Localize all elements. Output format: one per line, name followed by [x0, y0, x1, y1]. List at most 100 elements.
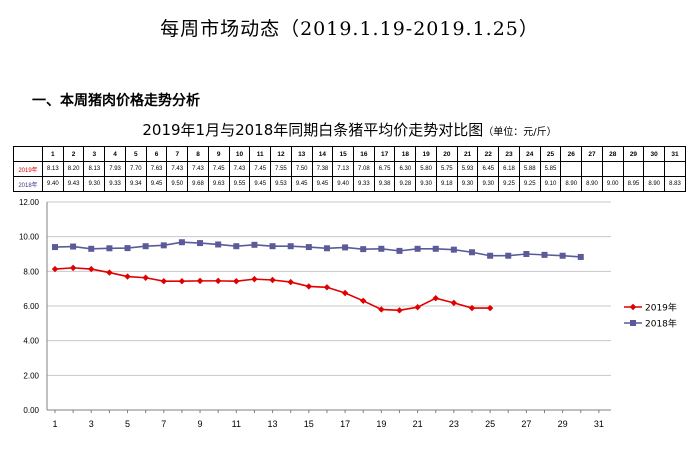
data-point-2018 — [305, 244, 312, 251]
x-tick-label: 3 — [89, 419, 94, 429]
data-point-2019 — [251, 275, 258, 283]
table-day-header: 2 — [62, 146, 85, 162]
y-tick-label: 6.00 — [23, 302, 39, 311]
data-point-2018 — [52, 244, 58, 251]
table-value-cell: 7.55 — [270, 161, 292, 177]
x-tick-label: 19 — [376, 419, 386, 429]
data-point-2019 — [88, 265, 95, 273]
table-day-header: 5 — [124, 146, 147, 162]
table-day-header: 23 — [498, 146, 520, 162]
data-point-2019 — [450, 299, 458, 307]
x-tick-label: 17 — [340, 419, 350, 429]
chart-title-text: 2019年1月与2018年同期白条猪平均价走势对比图 — [142, 121, 484, 139]
data-point-2018 — [106, 245, 113, 252]
y-tick-label: 0.00 — [23, 406, 39, 415]
table-value-cell — [664, 161, 686, 177]
data-point-2019 — [414, 304, 421, 311]
table-value-cell — [643, 161, 666, 177]
table-value-cell: 7.08 — [353, 161, 375, 177]
y-tick-label: 8.00 — [23, 267, 39, 276]
data-point-2019 — [69, 264, 77, 272]
table-day-header: 7 — [166, 146, 189, 162]
data-point-2018 — [342, 244, 349, 251]
data-point-2019 — [486, 304, 494, 312]
data-point-2019 — [341, 289, 349, 297]
table-day-header: 1 — [42, 146, 64, 162]
table-day-header: 13 — [290, 146, 313, 162]
document-title: 每周市场动态（2019.1.19-2019.1.25） — [160, 18, 539, 40]
table-day-header: 4 — [104, 146, 126, 162]
table-value-cell: 7.45 — [207, 161, 230, 177]
data-point-2019 — [269, 276, 276, 284]
table-value-cell: 8.95 — [622, 176, 645, 192]
table-value-cell: 8.13 — [42, 161, 64, 177]
table-value-cell — [581, 161, 603, 177]
table-value-cell: 8.13 — [83, 161, 106, 177]
data-point-2019 — [214, 277, 222, 285]
table-day-header: 16 — [353, 146, 375, 162]
table-day-header: 12 — [270, 146, 292, 162]
table-row-label: 2019年 — [13, 161, 43, 177]
y-tick-label: 12.00 — [19, 198, 40, 207]
x-tick-label: 15 — [304, 419, 314, 429]
table-value-cell — [622, 161, 645, 177]
data-point-2018 — [577, 253, 584, 260]
data-point-2018 — [269, 243, 276, 250]
data-point-2018 — [124, 245, 131, 252]
table-day-header: 10 — [228, 146, 251, 162]
chart-unit-note: （单位：元/斤） — [483, 127, 557, 138]
x-tick-label: 7 — [161, 419, 166, 429]
data-point-2019 — [396, 307, 403, 314]
table-value-cell: 5.88 — [518, 161, 541, 177]
table-row: 2018年 9.40 9.43 9.30 9.33 9.34 9.45 9.50 9.68 9.6… — [13, 176, 686, 192]
table-header-row: 1 2 3 4 5 6 7 8 9 10 11 12 13 14 15 16 17 18 19 20 21 22 23 24 2… — [13, 146, 686, 162]
table-day-header: 26 — [560, 146, 583, 162]
table-day-header: 29 — [622, 146, 645, 162]
data-point-2019 — [160, 278, 167, 285]
table-value-cell: 7.38 — [311, 161, 334, 177]
table-value-cell: 7.43 — [228, 161, 251, 177]
table-day-header: 27 — [581, 146, 603, 162]
table-value-cell: 7.43 — [166, 161, 189, 177]
data-point-2019 — [468, 304, 476, 312]
table-value-cell: 8.20 — [62, 161, 85, 177]
data-point-2018 — [160, 242, 167, 249]
data-point-2019 — [51, 265, 59, 273]
table-value-cell: 9.30 — [456, 176, 479, 192]
table-value-cell: 8.83 — [664, 176, 686, 192]
x-tick-label: 11 — [232, 419, 241, 429]
data-point-2018 — [378, 245, 385, 252]
legend-label: 2019年 — [645, 302, 677, 314]
table-day-header: 9 — [207, 146, 230, 162]
table-value-cell: 7.45 — [249, 161, 272, 177]
table-day-header: 30 — [643, 146, 666, 162]
table-day-header: 28 — [601, 146, 624, 162]
data-point-2018 — [70, 243, 77, 250]
table-value-cell: 7.13 — [332, 161, 355, 177]
data-point-2019 — [305, 283, 313, 290]
x-tick-label: 31 — [594, 419, 604, 429]
table-day-header: 6 — [145, 146, 168, 162]
table-day-header: 25 — [539, 146, 562, 162]
data-point-2018 — [323, 245, 330, 252]
data-point-2018 — [450, 246, 457, 253]
data-point-2019 — [233, 278, 240, 285]
data-point-2018 — [251, 241, 258, 248]
data-point-2018 — [215, 241, 222, 248]
data-point-2019 — [106, 269, 113, 276]
table-value-cell: 5.93 — [456, 161, 479, 177]
table-value-cell: 9.53 — [270, 176, 292, 192]
table-value-cell — [560, 161, 583, 177]
table-value-cell: 9.34 — [124, 176, 147, 192]
table-value-cell: 9.43 — [62, 176, 85, 192]
table-day-header: 18 — [394, 146, 417, 162]
legend-marker — [629, 303, 637, 311]
series-line — [54, 267, 491, 312]
data-point-2018 — [505, 252, 512, 259]
table-day-header: 31 — [664, 146, 686, 162]
table-day-header: 21 — [456, 146, 479, 162]
table-day-header: 24 — [518, 146, 541, 162]
y-tick-label: 2.00 — [23, 371, 39, 380]
section-heading: 一、本周猪肉价格走势分析 — [32, 93, 200, 109]
